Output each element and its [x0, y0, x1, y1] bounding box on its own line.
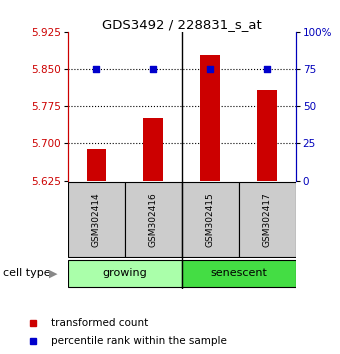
- Text: senescent: senescent: [210, 268, 267, 279]
- Bar: [125, 182, 182, 257]
- Text: GSM302415: GSM302415: [206, 192, 215, 247]
- Bar: [257, 90, 277, 181]
- Point: [265, 66, 270, 72]
- Bar: [86, 149, 106, 181]
- Text: GSM302414: GSM302414: [92, 192, 101, 247]
- Text: percentile rank within the sample: percentile rank within the sample: [51, 336, 227, 346]
- Text: GSM302416: GSM302416: [149, 192, 158, 247]
- Text: GSM302417: GSM302417: [263, 192, 272, 247]
- Text: growing: growing: [103, 268, 147, 279]
- Bar: [239, 182, 296, 257]
- Text: cell type: cell type: [3, 268, 51, 279]
- Bar: [182, 260, 296, 287]
- Bar: [68, 260, 182, 287]
- Bar: [200, 55, 220, 181]
- Title: GDS3492 / 228831_s_at: GDS3492 / 228831_s_at: [102, 18, 262, 31]
- Text: transformed count: transformed count: [51, 318, 149, 328]
- Bar: [143, 118, 164, 181]
- Text: ▶: ▶: [49, 268, 58, 279]
- Point: [208, 66, 213, 72]
- Point: [94, 66, 99, 72]
- Bar: [68, 182, 125, 257]
- Bar: [182, 182, 239, 257]
- Point: [151, 66, 156, 72]
